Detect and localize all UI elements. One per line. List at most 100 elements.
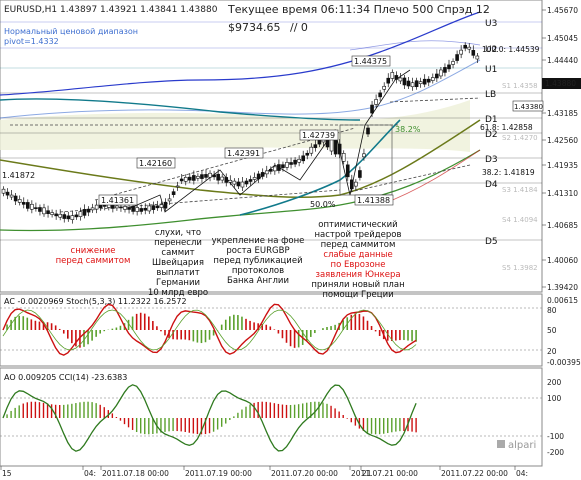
fib-382-pct-label: 38.2%	[395, 125, 421, 134]
ao-tick-label: 100	[547, 394, 562, 403]
annotation-line: перед публикацией	[213, 256, 302, 266]
candle-body	[354, 181, 358, 187]
annotation-line: 10 млрд евро	[148, 288, 208, 298]
candle-body	[216, 173, 220, 181]
candle-body	[70, 215, 75, 220]
annotation-line: снижение	[71, 246, 116, 256]
ma-green-line	[0, 149, 481, 232]
pivot-name-d5: D5	[485, 237, 498, 247]
candle-body	[406, 80, 411, 87]
price-label-1: 1.44375	[351, 55, 391, 67]
pivot-name-d1: D1	[485, 115, 498, 125]
candle-body	[38, 207, 42, 212]
candle-body	[349, 179, 354, 190]
annotation-line: помощи Греции	[322, 290, 393, 300]
candle-body	[289, 162, 293, 165]
candle-body	[418, 81, 423, 85]
candle-body	[13, 195, 18, 202]
fib-50-label: 50.0%	[310, 200, 336, 209]
candle-body	[159, 204, 164, 208]
annotation-line: перед саммитом	[321, 240, 396, 250]
candle-body	[256, 173, 261, 180]
annotation-line: перед саммитом	[56, 256, 131, 266]
annotation-line: приняли новый план	[311, 280, 404, 290]
candle-body	[74, 214, 79, 218]
svg-text:1.43380: 1.43380	[514, 103, 543, 111]
ao-tick-label: -200	[547, 448, 564, 457]
candle-body	[281, 164, 285, 168]
candle-body	[317, 139, 322, 145]
candlesticks	[1, 42, 480, 224]
candle-body	[196, 175, 200, 179]
candle-body	[240, 181, 245, 188]
pivot-label: pivot=1.4332	[4, 37, 59, 46]
annotation-line: Германии	[156, 278, 200, 288]
candle-body	[422, 78, 427, 85]
pivot-name-lb: LB	[485, 90, 496, 100]
ac-tick-label: 20	[547, 347, 557, 356]
annotation-line: укрепление на фоне	[212, 236, 305, 246]
price-tick-label: 1.41310	[547, 189, 578, 198]
candle-body	[244, 180, 249, 185]
candle-body	[455, 54, 459, 61]
candle-body	[119, 206, 123, 209]
candle-body	[171, 191, 176, 195]
annotation-line: саммит	[161, 248, 194, 258]
range-label: Нормальный ценовой диапазон	[4, 27, 138, 36]
price-label-3: 1.42391	[224, 147, 264, 159]
pivot-faint-label: S5 1.3982	[502, 264, 538, 272]
ao-axis: 200 100 -100 -200	[547, 378, 564, 457]
candle-body	[204, 174, 208, 178]
pivot-name-d3: D3	[485, 155, 498, 165]
candle-body	[200, 174, 204, 179]
candle-body	[1, 188, 6, 194]
candle-body	[21, 202, 26, 205]
price-axis: 1.45670 1.45045 1.44440 1.43185 1.42560 1.419…	[542, 6, 578, 292]
candle-body	[86, 208, 91, 213]
candle-body	[232, 180, 237, 185]
candle-body	[155, 205, 160, 209]
candle-body	[301, 155, 306, 162]
candle-body	[402, 77, 407, 86]
svg-text:1.42391: 1.42391	[227, 149, 260, 158]
candle-body	[277, 164, 281, 171]
symbol-header: EURUSD,H1 1.43897 1.43921 1.43841 1.4388…	[4, 5, 218, 15]
fib-100-label: 100.0: 1.44539	[482, 45, 540, 54]
ao-cci-panel[interactable]	[0, 367, 543, 467]
annotation-line: перенесли	[154, 238, 202, 248]
candle-body	[297, 158, 301, 163]
candle-body	[25, 202, 30, 209]
candle-body	[358, 170, 362, 178]
ac-tick-label: 50	[547, 326, 557, 335]
candle-body	[127, 207, 131, 210]
candle-body	[305, 152, 310, 156]
svg-text:alpari: alpari	[508, 440, 536, 451]
candle-body	[329, 138, 334, 152]
price-tick-label: 1.45045	[547, 34, 578, 43]
candle-body	[341, 153, 346, 162]
candle-body	[58, 213, 63, 218]
candle-body	[414, 80, 419, 88]
candle-body	[386, 77, 391, 84]
candle-body	[378, 92, 382, 98]
ma-upper-line	[349, 40, 481, 51]
stoch-main-line	[2, 303, 417, 356]
candle-body	[34, 207, 38, 209]
pivot-faint-label: S1 1.4358	[502, 82, 538, 90]
stoch-signal-line	[2, 309, 417, 351]
time-tick-label: 2011.07.22 00:00	[441, 469, 508, 478]
candle-body	[382, 85, 387, 90]
candle-body	[430, 77, 435, 81]
candle-body	[123, 206, 127, 210]
ao-tick-label: 200	[547, 378, 562, 387]
price-label-2: 1.42739	[299, 129, 339, 141]
candle-body	[192, 175, 196, 181]
ao-panel-label: AO 0.009205 CCI(14) -23.6383	[4, 373, 127, 382]
candle-body	[212, 174, 216, 178]
pivot-name-u2: U2	[485, 45, 497, 55]
svg-text:1.41361: 1.41361	[101, 196, 134, 205]
candle-body	[467, 46, 472, 50]
